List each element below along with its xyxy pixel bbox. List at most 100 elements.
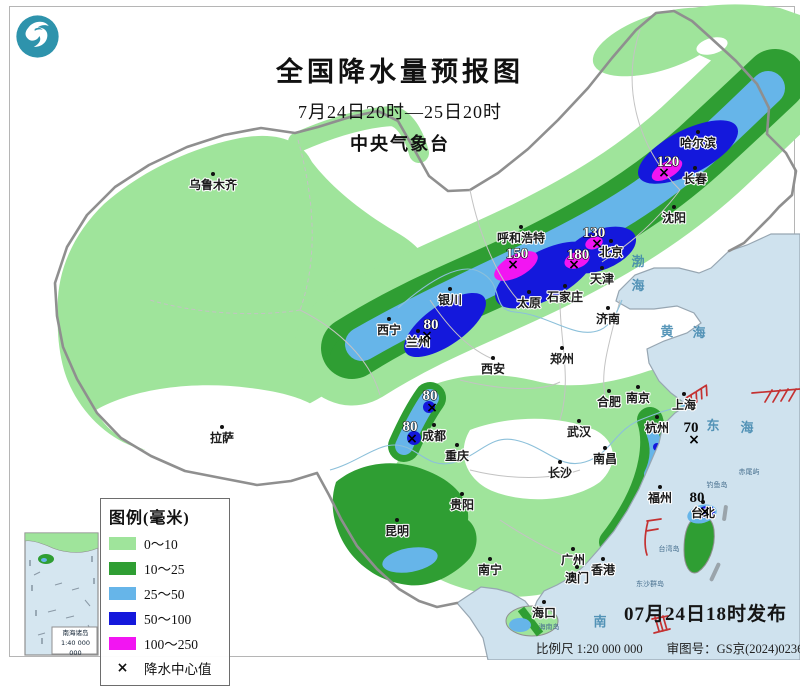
inset-scale: 1:40 000 000 bbox=[60, 638, 91, 657]
city-label: 呼和浩特 bbox=[497, 230, 545, 245]
city-label: 南宁 bbox=[478, 562, 502, 577]
city-label: 海口 bbox=[532, 605, 556, 620]
precipitation-center-x-icon: × bbox=[591, 236, 603, 252]
islet-name-label: 海南岛 bbox=[539, 622, 560, 631]
city-label: 拉萨 bbox=[210, 430, 234, 445]
precipitation-layers bbox=[57, 4, 800, 597]
map-scale: 比例尺 1:20 000 000 bbox=[536, 642, 643, 656]
precipitation-center-value: 80 bbox=[690, 490, 705, 506]
legend-color-swatch bbox=[109, 586, 136, 600]
city-label: 银川 bbox=[438, 292, 462, 307]
precipitation-center-value: 80 bbox=[424, 317, 439, 333]
city-dot bbox=[563, 284, 567, 288]
precipitation-center-x-icon: × bbox=[568, 257, 580, 273]
city-label: 北京 bbox=[599, 244, 623, 259]
city-dot bbox=[609, 239, 613, 243]
legend-item-label: 10～25 bbox=[144, 562, 185, 577]
city-dot bbox=[636, 385, 640, 389]
typhoon-track-marks bbox=[644, 384, 800, 634]
city-label: 成都 bbox=[422, 428, 446, 443]
precipitation-center-x-icon: × bbox=[688, 432, 700, 448]
city-dot bbox=[527, 290, 531, 294]
precipitation-center-value: 120 bbox=[657, 154, 680, 170]
precipitation-center-value: 70 bbox=[684, 420, 699, 436]
legend-item: 100～250 bbox=[109, 633, 221, 653]
cma-dragon-logo bbox=[14, 13, 61, 60]
city-dot bbox=[693, 166, 697, 170]
islet-name-label: 赤尾屿 bbox=[739, 467, 760, 476]
city-label: 南昌 bbox=[593, 451, 617, 466]
precipitation-center-value: 180 bbox=[567, 247, 590, 263]
city-label: 南京 bbox=[626, 390, 650, 405]
islands bbox=[505, 504, 728, 637]
city-dot bbox=[571, 547, 575, 551]
city-label: 贵阳 bbox=[450, 497, 474, 512]
city-dot bbox=[387, 317, 391, 321]
legend-color-swatch bbox=[109, 636, 136, 650]
legend-item: 50～100 bbox=[109, 608, 221, 628]
city-dot bbox=[658, 485, 662, 489]
city-dot bbox=[416, 329, 420, 333]
city-dot bbox=[542, 600, 546, 604]
city-dot bbox=[220, 425, 224, 429]
city-label: 石家庄 bbox=[546, 289, 583, 304]
city-dot bbox=[600, 266, 604, 270]
legend-item: 25～50 bbox=[109, 583, 221, 603]
city-label: 合肥 bbox=[597, 394, 621, 409]
precipitation-center-value: 150 bbox=[506, 246, 529, 262]
city-dot bbox=[395, 518, 399, 522]
precipitation-center-x-icon: × bbox=[406, 431, 418, 447]
city-dot bbox=[558, 460, 562, 464]
city-dot bbox=[491, 356, 495, 360]
legend-color-swatch bbox=[109, 561, 136, 575]
legend-item-label: 0～10 bbox=[144, 537, 178, 552]
islet-name-label: 钓鱼岛 bbox=[707, 480, 728, 489]
legend-color-swatch bbox=[109, 536, 136, 550]
precipitation-center-labels: 120×130×180×150×80×80×80×70×80× bbox=[402, 153, 711, 520]
sea-name-label: 东 bbox=[706, 418, 719, 433]
legend-item-label: 50～100 bbox=[144, 612, 192, 627]
forecast-period: 7月24日20时—25日20时 bbox=[298, 102, 502, 122]
sea-labels: 渤海黄 海东 海南 bbox=[593, 254, 753, 629]
city-label: 香港 bbox=[590, 562, 616, 577]
city-dot bbox=[448, 287, 452, 291]
city-label: 哈尔滨 bbox=[680, 135, 716, 150]
inset-caption: 南海诸岛 1:40 000 000 bbox=[54, 629, 97, 658]
sea-name-label: 海 bbox=[740, 420, 753, 435]
legend-item-label: 100～250 bbox=[144, 637, 198, 652]
approval-number: 审图号：GS京(2024)0236号 bbox=[666, 642, 800, 656]
map-footline: 比例尺 1:20 000 000 审图号：GS京(2024)0236号 bbox=[536, 638, 800, 657]
city-dot bbox=[455, 443, 459, 447]
city-label: 西宁 bbox=[377, 322, 401, 337]
city-label: 台北 bbox=[691, 505, 715, 520]
city-dot bbox=[655, 415, 659, 419]
legend-title: 图例(毫米) bbox=[109, 510, 190, 527]
city-dot bbox=[488, 557, 492, 561]
islet-name-label: 台湾岛 bbox=[659, 544, 680, 553]
city-dot bbox=[682, 392, 686, 396]
city-dot bbox=[211, 172, 215, 176]
city-dot bbox=[701, 500, 705, 504]
city-label: 乌鲁木齐 bbox=[189, 177, 238, 192]
legend-box: 图例(毫米) 0～10 10～25 25～50 50～100 100～250 × 降水中心值 bbox=[100, 498, 230, 686]
city-label: 郑州 bbox=[550, 351, 574, 366]
inset-name: 南海诸岛 bbox=[62, 629, 89, 637]
city-label: 杭州 bbox=[645, 420, 669, 435]
city-label: 上海 bbox=[672, 397, 696, 412]
legend-marker-item: × 降水中心值 bbox=[109, 658, 221, 678]
issue-time: 07月24日18时发布 bbox=[624, 604, 788, 625]
city-label: 兰州 bbox=[406, 334, 430, 349]
city-label: 沈阳 bbox=[662, 210, 686, 225]
legend-marker-label: 降水中心值 bbox=[144, 662, 212, 677]
sea-name-label: 海 bbox=[692, 325, 705, 340]
city-dot bbox=[432, 423, 436, 427]
precipitation-center-value: 130 bbox=[583, 225, 606, 241]
precipitation-center-x-icon: × bbox=[658, 165, 670, 181]
legend-item: 0～10 bbox=[109, 533, 221, 553]
city-label: 长春 bbox=[683, 171, 708, 186]
city-label: 天津 bbox=[590, 271, 614, 286]
city-dot bbox=[606, 306, 610, 310]
